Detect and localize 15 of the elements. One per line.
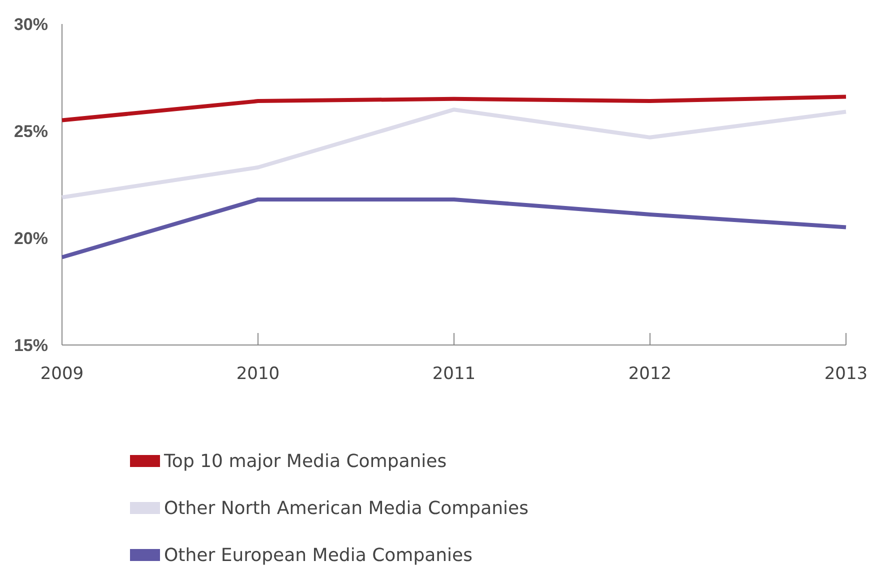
x-tick-label: 2009 (40, 364, 84, 384)
x-tick-label: 2010 (236, 364, 280, 384)
y-tick-label: 15% (14, 336, 48, 355)
legend-label: Other North American Media Companies (164, 498, 528, 519)
x-tick-label: 2012 (628, 364, 672, 384)
y-tick-label: 25% (14, 122, 48, 141)
legend-label: Top 10 major Media Companies (163, 451, 447, 472)
x-tick-label: 2013 (824, 364, 868, 384)
y-tick-label: 30% (14, 15, 48, 34)
legend-label: Other European Media Companies (164, 545, 473, 566)
line-series (60, 94, 848, 122)
x-tick-label: 2011 (432, 364, 476, 384)
line-series (60, 197, 848, 260)
y-tick-label: 20% (14, 229, 48, 248)
line-series (60, 108, 848, 200)
